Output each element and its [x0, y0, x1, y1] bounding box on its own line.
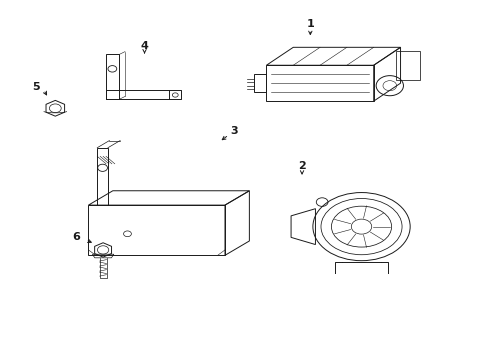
Text: 5: 5: [32, 82, 40, 92]
Text: 1: 1: [306, 19, 314, 29]
Text: 3: 3: [229, 126, 237, 135]
Text: 2: 2: [298, 161, 305, 171]
Text: 4: 4: [141, 41, 148, 50]
Text: 6: 6: [72, 232, 80, 242]
